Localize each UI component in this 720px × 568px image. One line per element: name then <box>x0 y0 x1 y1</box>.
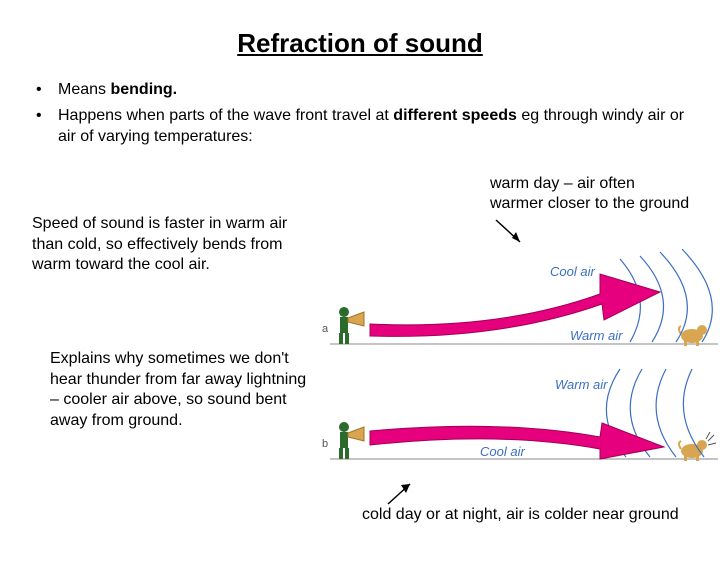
bullet-item: Happens when parts of the wave front tra… <box>36 105 696 148</box>
warm-air-label-b: Warm air <box>555 377 608 392</box>
person-icon <box>339 422 364 459</box>
caption-text: cold day or at night, air is colder near… <box>362 506 679 523</box>
bullet-text: Means <box>58 81 110 98</box>
bullet-bold: different speeds <box>393 107 517 124</box>
person-icon <box>339 307 364 344</box>
arrow-pointer-icon <box>490 216 530 246</box>
paragraph-thunder: Explains why sometimes we don't hear thu… <box>50 349 310 432</box>
paragraph-speed: Speed of sound is faster in warm air tha… <box>32 214 292 276</box>
scene-a-label: a <box>322 323 329 335</box>
scene-b-label: b <box>322 438 328 450</box>
bullet-text: Happens when parts of the wave front tra… <box>58 107 393 124</box>
scene-b: b <box>322 369 718 461</box>
scene-a: a <box>322 249 718 346</box>
cool-air-label-a: Cool air <box>550 264 595 279</box>
cool-air-label-b: Cool air <box>480 444 525 459</box>
dog-icon <box>679 432 716 461</box>
caption-warm-day: warm day – air often warmer closer to th… <box>490 174 690 246</box>
bullet-item: Means bending. <box>36 79 696 101</box>
bullet-list: Means bending. Happens when parts of the… <box>36 79 696 148</box>
warm-air-label-a: Warm air <box>570 328 623 343</box>
bullet-bold: bending. <box>110 81 177 98</box>
page-title: Refraction of sound <box>0 28 720 59</box>
arrow-pointer-icon <box>380 480 420 508</box>
caption-cold-day: cold day or at night, air is colder near… <box>362 480 679 524</box>
refraction-diagram: a <box>320 244 720 474</box>
caption-text: warm day – air often warmer closer to th… <box>490 175 689 212</box>
